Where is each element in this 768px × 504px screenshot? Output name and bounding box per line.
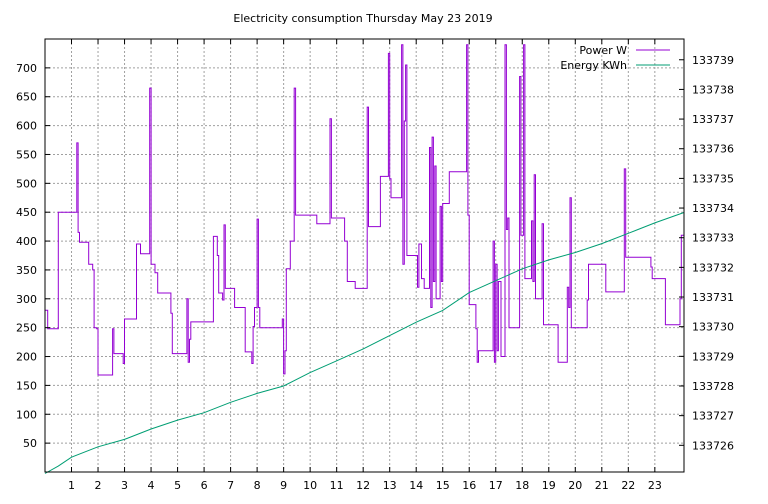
x-tick-label: 15 (436, 479, 450, 492)
y-tick-label: 250 (16, 322, 37, 335)
legend: Power W Energy KWh (560, 44, 670, 72)
x-tick-label: 14 (409, 479, 423, 492)
x-tick-label: 21 (595, 479, 609, 492)
x-tick-label: 20 (568, 479, 582, 492)
y-tick-label: 600 (16, 120, 37, 133)
y2-tick-label: 133737 (692, 113, 734, 126)
y-tick-label: 550 (16, 148, 37, 161)
x-tick-label: 17 (489, 479, 503, 492)
x-tick-label: 3 (121, 479, 128, 492)
x-tick-label: 4 (148, 479, 155, 492)
x-tick-label: 12 (356, 479, 370, 492)
y2-tick-label: 133732 (692, 261, 734, 274)
y-tick-label: 500 (16, 177, 37, 190)
y-tick-label: 50 (23, 437, 37, 450)
series-line-energy-kwh (44, 212, 685, 474)
y-tick-label: 150 (16, 379, 37, 392)
y-tick-label: 350 (16, 264, 37, 277)
y-tick-label: 200 (16, 351, 37, 364)
y-tick-label: 100 (16, 408, 37, 421)
y-tick-label: 650 (16, 91, 37, 104)
y2-tick-label: 133733 (692, 232, 734, 245)
legend-label: Power W (579, 44, 627, 57)
x-tick-label: 10 (303, 479, 317, 492)
x-tick-label: 8 (254, 479, 261, 492)
y-tick-label: 300 (16, 293, 37, 306)
legend-label: Energy KWh (560, 59, 627, 72)
y2-tick-label: 133739 (692, 54, 734, 67)
x-tick-label: 9 (280, 479, 287, 492)
y2-tick-label: 133729 (692, 350, 734, 363)
axis-layer: 1 2 3 4 5 6 7 8 9 10 11 12 13 14 15 16 17 18 19 20 21 22 23501… (16, 38, 734, 492)
y2-tick-label: 133727 (692, 410, 734, 423)
x-tick-label: 7 (227, 479, 234, 492)
y2-tick-label: 133734 (692, 202, 734, 215)
grid-layer (45, 39, 684, 472)
y2-tick-label: 133730 (692, 321, 734, 334)
x-tick-label: 18 (515, 479, 529, 492)
series-line-power-w (45, 44, 684, 376)
y2-tick-label: 133735 (692, 172, 734, 185)
x-tick-label: 16 (462, 479, 476, 492)
y-tick-label: 700 (16, 62, 37, 75)
y-tick-label: 400 (16, 235, 37, 248)
y2-tick-label: 133738 (692, 83, 734, 96)
y2-tick-label: 133726 (692, 439, 734, 452)
y2-tick-label: 133736 (692, 143, 734, 156)
x-tick-label: 6 (201, 479, 208, 492)
x-tick-label: 22 (621, 479, 635, 492)
series-layer (44, 44, 685, 474)
x-tick-label: 13 (383, 479, 397, 492)
chart-title: Electricity consumption Thursday May 23 … (233, 12, 492, 25)
y-tick-label: 450 (16, 206, 37, 219)
y2-tick-label: 133728 (692, 380, 734, 393)
x-tick-label: 1 (68, 479, 75, 492)
x-tick-label: 23 (648, 479, 662, 492)
x-tick-label: 11 (330, 479, 344, 492)
plot-frame (44, 38, 685, 473)
x-tick-label: 5 (174, 479, 181, 492)
y2-tick-label: 133731 (692, 291, 734, 304)
x-tick-label: 19 (542, 479, 556, 492)
x-tick-label: 2 (95, 479, 102, 492)
